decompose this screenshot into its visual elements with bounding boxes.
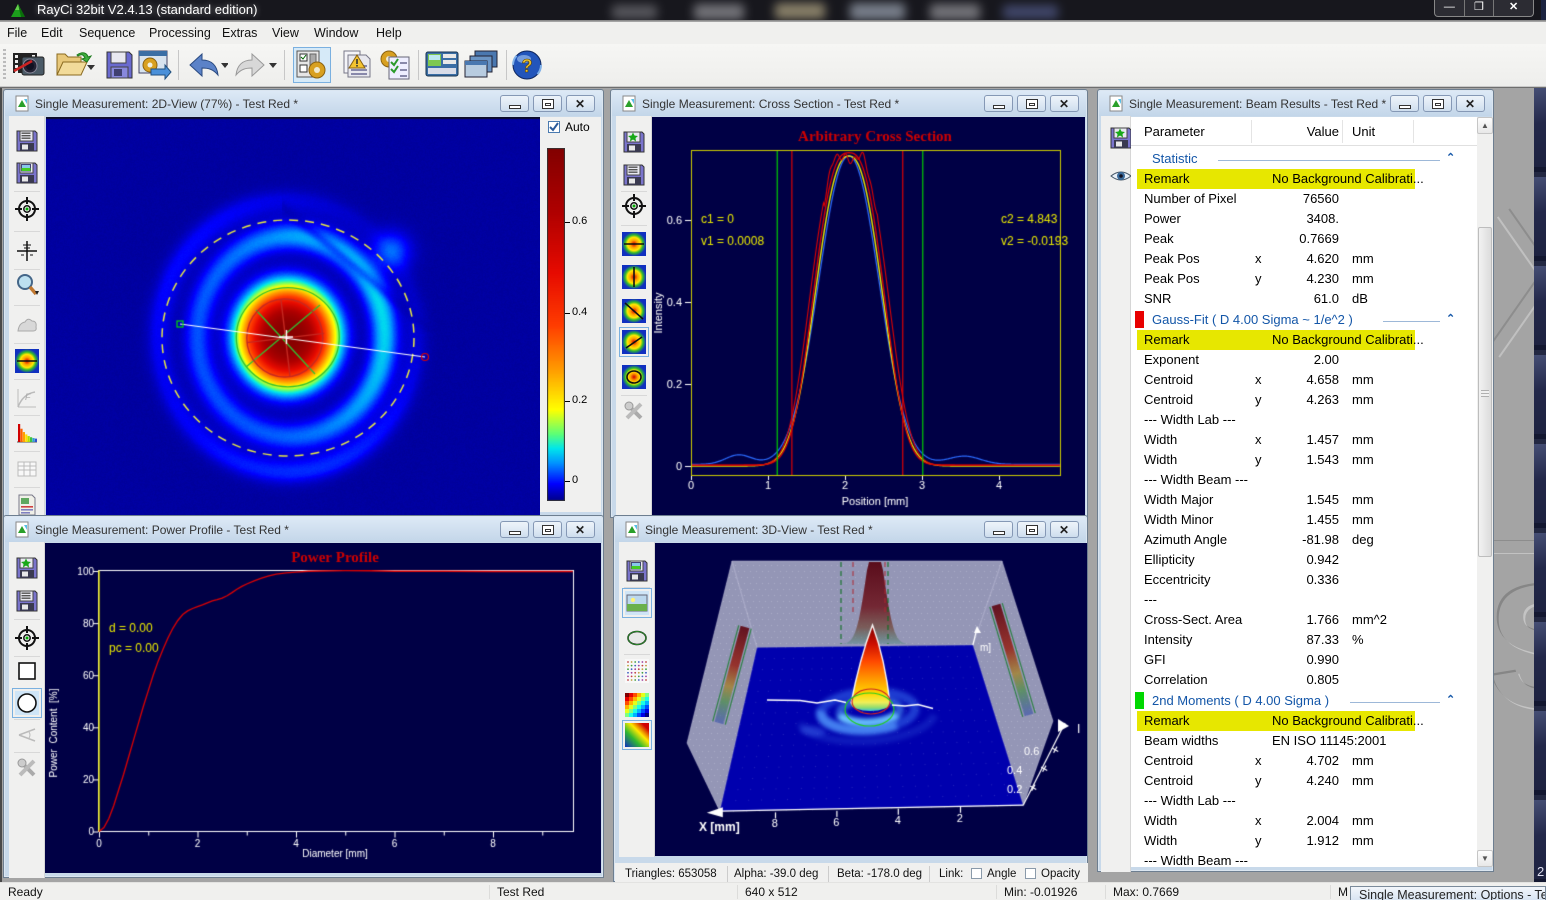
svg-text:?: ? [522, 56, 533, 76]
svg-text:F: F [25, 392, 31, 402]
